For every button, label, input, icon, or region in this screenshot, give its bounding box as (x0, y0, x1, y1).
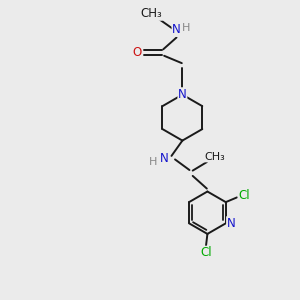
Text: N: N (178, 88, 187, 101)
Text: O: O (132, 46, 141, 59)
Text: CH₃: CH₃ (204, 152, 225, 162)
Text: H: H (149, 157, 157, 167)
Text: N: N (227, 217, 236, 230)
Text: Cl: Cl (238, 189, 250, 202)
Text: N: N (160, 152, 168, 165)
Text: Cl: Cl (200, 246, 212, 259)
Text: N: N (172, 23, 181, 36)
Text: H: H (182, 23, 190, 33)
Text: CH₃: CH₃ (141, 7, 162, 20)
